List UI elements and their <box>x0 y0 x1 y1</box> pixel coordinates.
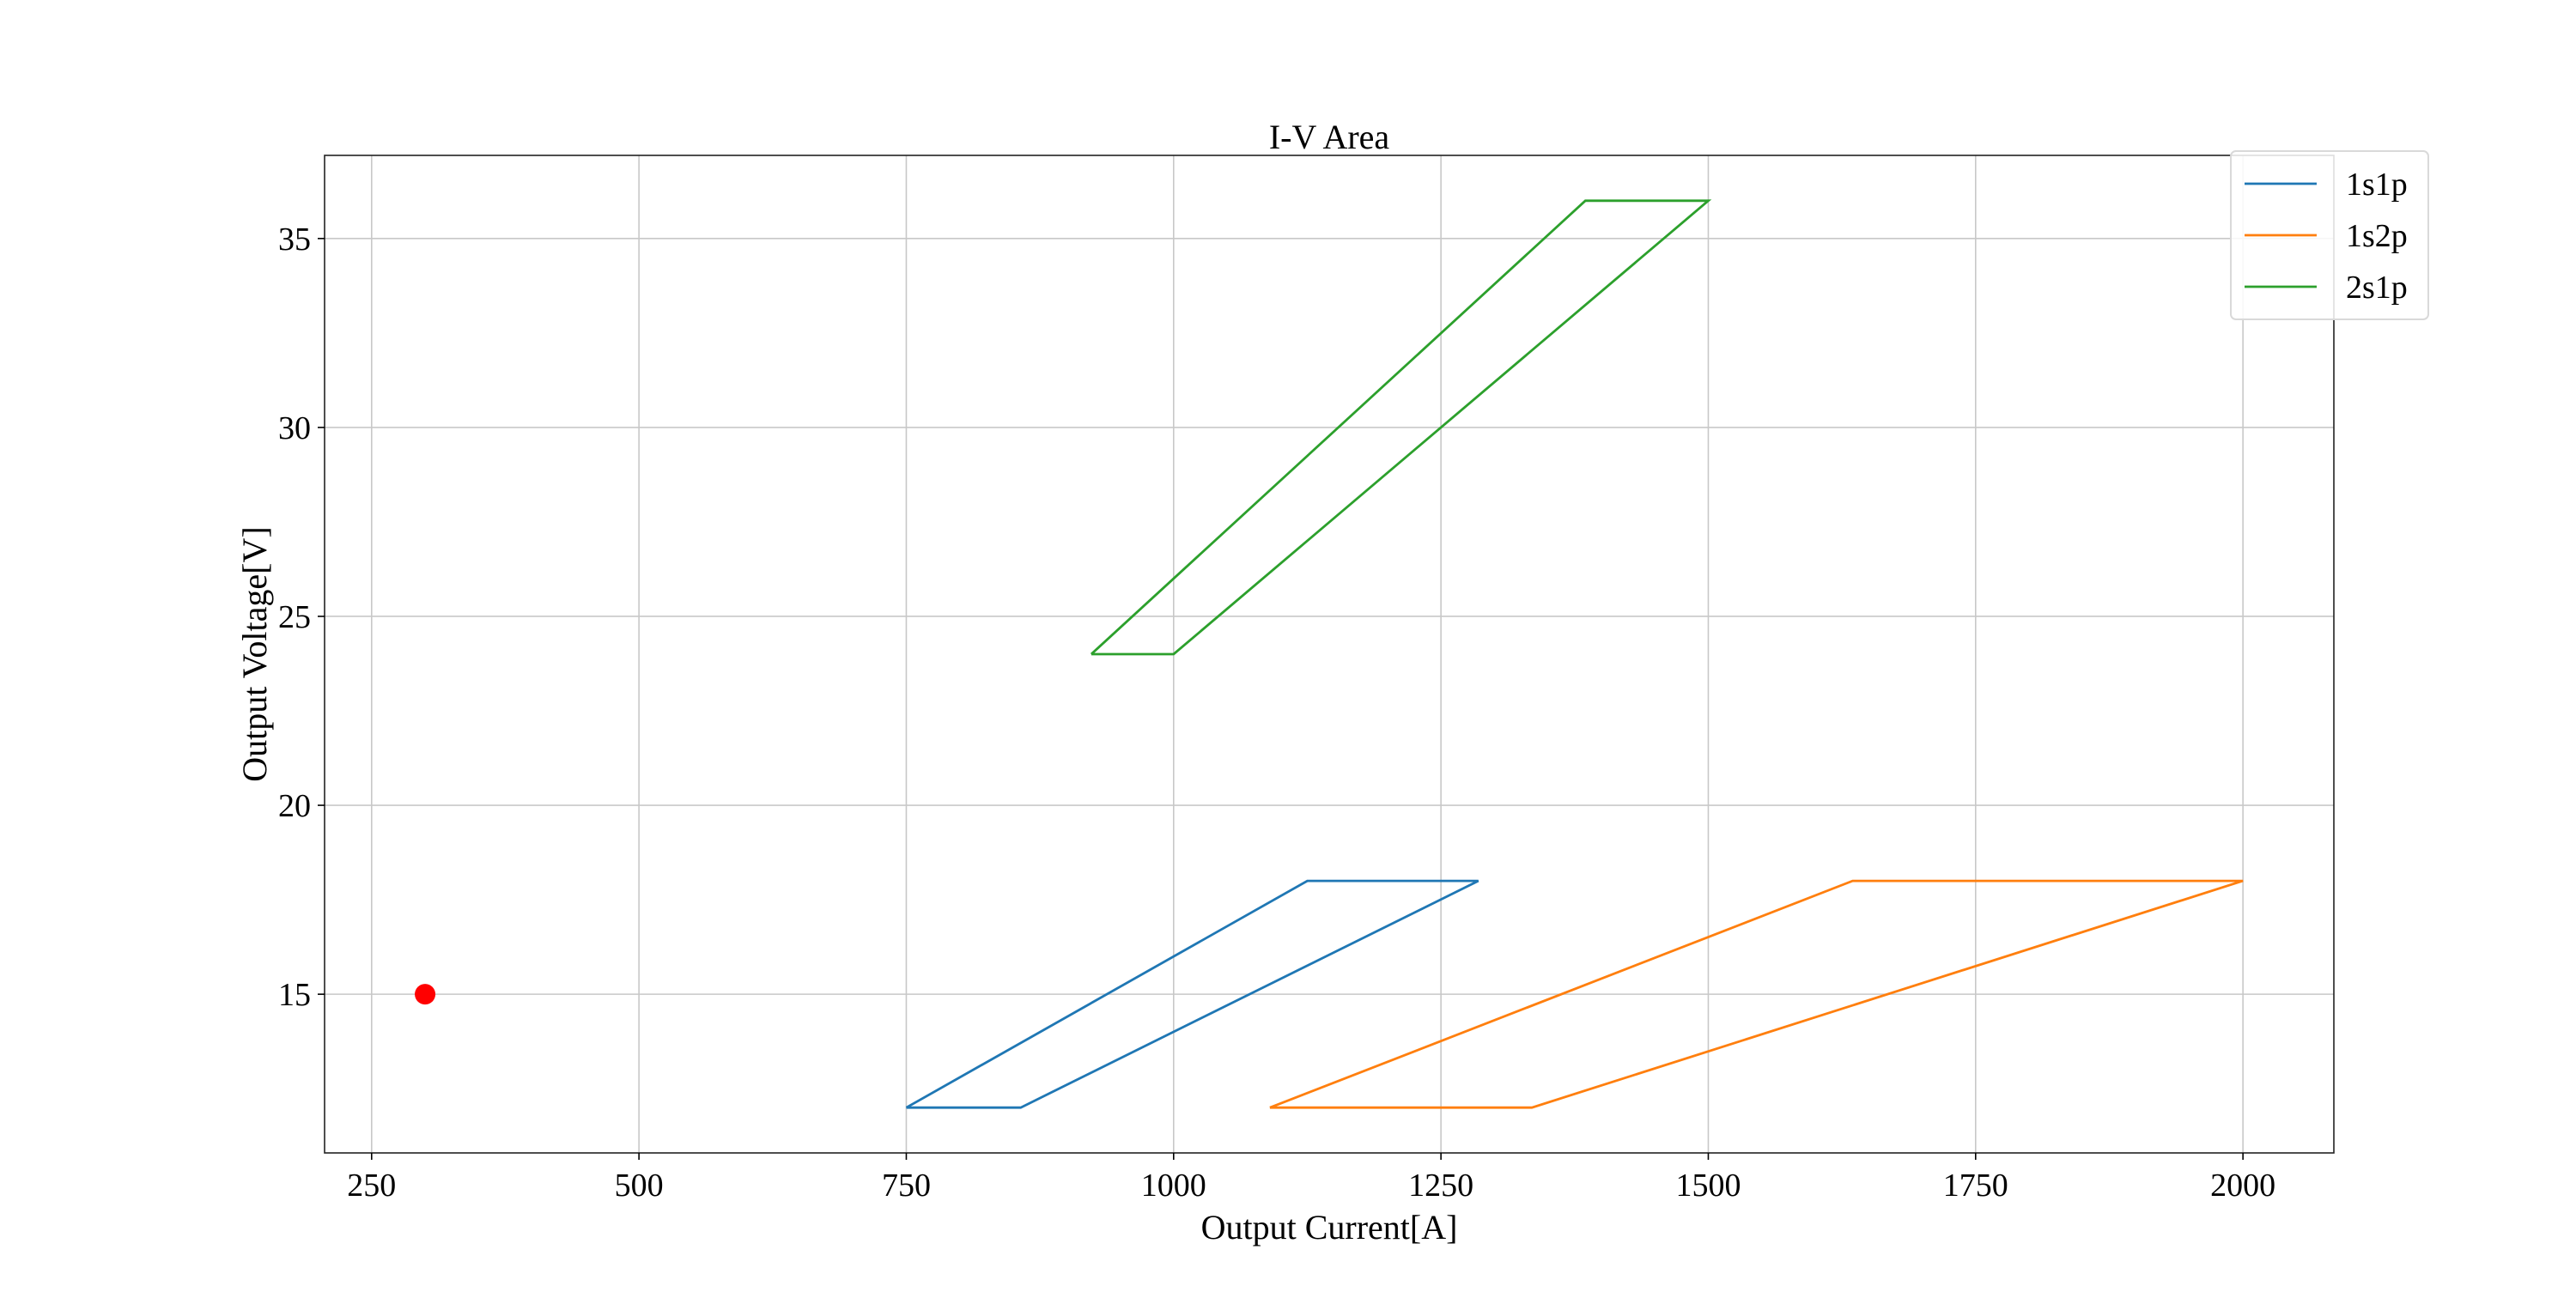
tick-layer: 250 500 750 1000 1250 1500 1750 2000 15 20 25 30 35 <box>278 221 2275 1204</box>
x-tick-label: 2000 <box>2210 1168 2275 1204</box>
y-axis-label: Output Voltage[V] <box>235 526 274 781</box>
x-tick-label: 1250 <box>1408 1168 1473 1204</box>
y-tick-label: 15 <box>278 977 311 1013</box>
series-line-2s1p <box>1090 199 1712 656</box>
x-tick-label: 1000 <box>1141 1168 1206 1204</box>
legend: 1s1p 1s2p 2s1p <box>2230 150 2429 320</box>
legend-label-2s1p: 2s1p <box>2346 270 2408 306</box>
series-line-1s2p <box>1269 879 2244 1109</box>
series-layer <box>905 199 2244 1109</box>
series-line-1s1p <box>905 879 1479 1109</box>
operating-point-marker <box>415 984 436 1005</box>
legend-label-1s2p: 1s2p <box>2346 218 2408 254</box>
y-tick-label: 20 <box>278 788 311 824</box>
x-tick-label: 1500 <box>1675 1168 1741 1204</box>
marker-layer <box>415 984 436 1005</box>
x-tick-label: 250 <box>347 1168 396 1204</box>
x-axis-label: Output Current[A] <box>1201 1208 1458 1247</box>
chart-title: I-V Area <box>1269 118 1390 156</box>
legend-box <box>2230 150 2429 320</box>
grid-layer <box>325 155 2334 1153</box>
y-tick-label: 35 <box>278 221 311 258</box>
x-tick-label: 500 <box>615 1168 664 1204</box>
y-tick-label: 30 <box>278 410 311 446</box>
x-tick-label: 1750 <box>1943 1168 2008 1204</box>
plot-frame <box>324 155 2335 1154</box>
y-tick-label: 25 <box>278 599 311 635</box>
x-tick-label: 750 <box>882 1168 931 1204</box>
legend-label-1s1p: 1s1p <box>2346 167 2408 203</box>
